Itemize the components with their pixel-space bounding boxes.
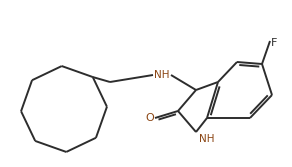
Text: NH: NH (199, 134, 215, 144)
Text: NH: NH (154, 70, 170, 80)
Text: O: O (146, 113, 154, 123)
Text: F: F (271, 38, 277, 48)
